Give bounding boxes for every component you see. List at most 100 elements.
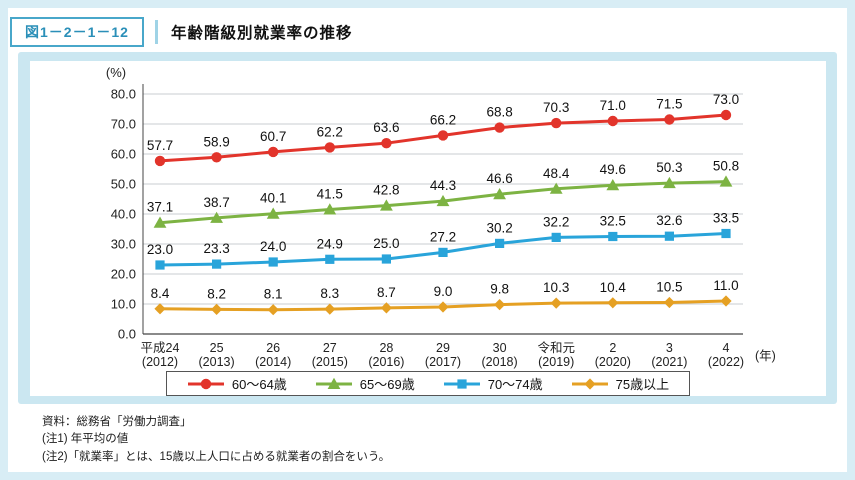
- data-value-label: 62.2: [317, 124, 343, 139]
- data-value-label: 40.1: [260, 191, 286, 206]
- x-axis-unit-label: (年): [755, 349, 776, 363]
- data-value-label: 9.0: [434, 284, 453, 299]
- data-point-circle: [551, 117, 562, 129]
- legend-item-70-74: 70～74歳: [443, 374, 543, 393]
- data-value-label: 70.3: [543, 100, 569, 115]
- x-tick-year-label: (2016): [368, 355, 404, 369]
- data-point-diamond: [584, 377, 596, 390]
- data-point-circle: [200, 378, 212, 389]
- data-point-diamond: [211, 303, 223, 315]
- page: 図1－2－1－12 年齢階級別就業率の推移 0.0 10.0 20.0 30.0 40.…: [8, 8, 847, 472]
- data-value-label: 25.0: [373, 236, 399, 251]
- note-1: (注1) 年平均の値: [42, 433, 129, 446]
- data-point-square: [721, 228, 731, 239]
- footer-notes: 資料：総務省「労働力調査」 (注1) 年平均の値 (注2)「就業率」とは、15歳…: [8, 404, 847, 466]
- data-value-label: 10.4: [600, 280, 627, 295]
- x-tick-year-label: (2021): [651, 355, 687, 369]
- data-point-diamond: [267, 304, 279, 316]
- x-tick-year-label: (2018): [482, 355, 518, 369]
- data-value-label: 10.5: [656, 280, 682, 295]
- data-value-label: 27.2: [430, 229, 456, 244]
- data-point-triangle: [549, 182, 563, 194]
- legend-marker-diamond-icon: [571, 377, 608, 390]
- x-tick-year-label: (2015): [312, 355, 348, 369]
- data-point-circle: [324, 142, 335, 153]
- data-point-diamond: [663, 296, 675, 309]
- figure-header: 図1－2－1－12 年齢階級別就業率の推移: [8, 8, 847, 50]
- y-tick-label: 40.0: [111, 207, 136, 222]
- data-point-diamond: [720, 295, 732, 307]
- x-tick-era-label: 26: [266, 341, 280, 355]
- legend-label: 60～64歳: [231, 377, 287, 392]
- chart-legend: 60～64歳 65～69歳 70～74歳 75歳以上: [165, 371, 691, 396]
- employment-rate-line-chart: 0.0 10.0 20.0 30.0 40.0 50.0 60.0 70.0 80.0 (%) 平成…: [106, 65, 776, 369]
- data-value-label: 66.2: [430, 112, 456, 127]
- data-point-diamond: [380, 302, 392, 314]
- data-point-diamond: [607, 297, 619, 309]
- data-value-label: 38.7: [203, 195, 229, 210]
- data-point-square: [608, 231, 618, 242]
- data-point-diamond: [437, 301, 449, 313]
- data-point-square: [551, 232, 561, 242]
- data-value-label: 49.6: [600, 162, 626, 177]
- x-tick-era-label: 平成24: [141, 341, 180, 355]
- data-point-square: [155, 260, 165, 270]
- y-axis-unit-label: (%): [106, 65, 126, 80]
- y-tick-label: 70.0: [111, 117, 136, 132]
- data-value-label: 23.0: [147, 242, 173, 257]
- x-tick-era-label: 30: [493, 341, 507, 355]
- legend-item-75-plus: 75歳以上: [571, 374, 669, 393]
- data-point-diamond: [154, 303, 166, 315]
- data-value-label: 50.3: [656, 160, 682, 175]
- data-point-square: [325, 254, 335, 264]
- data-point-circle: [607, 115, 618, 127]
- chart-card: 0.0 10.0 20.0 30.0 40.0 50.0 60.0 70.0 80.0 (%) 平成…: [30, 61, 826, 396]
- legend-label: 70～74歳: [487, 377, 543, 392]
- data-point-diamond: [324, 303, 336, 315]
- data-value-label: 8.4: [151, 286, 170, 301]
- data-point-circle: [381, 138, 392, 149]
- data-point-triangle: [719, 175, 733, 187]
- data-point-square: [664, 231, 674, 241]
- y-tick-label: 50.0: [111, 177, 136, 192]
- figure-panel: 0.0 10.0 20.0 30.0 40.0 50.0 60.0 70.0 80.0 (%) 平成…: [18, 52, 837, 404]
- data-value-label: 30.2: [486, 220, 512, 235]
- data-point-square: [381, 254, 391, 264]
- data-point-square: [457, 378, 467, 389]
- y-tick-label: 10.0: [111, 297, 136, 312]
- data-value-label: 50.8: [713, 159, 739, 174]
- data-point-triangle: [380, 199, 393, 211]
- data-value-label: 41.5: [317, 187, 343, 202]
- data-point-square: [268, 257, 278, 267]
- data-value-label: 32.2: [543, 214, 569, 229]
- legend-marker-circle-icon: [187, 378, 224, 389]
- data-value-label: 71.5: [656, 97, 682, 112]
- x-tick-era-label: 令和元: [537, 340, 575, 355]
- x-tick-year-label: (2022): [708, 355, 744, 369]
- data-point-triangle: [493, 188, 506, 200]
- legend-marker-triangle-icon: [315, 377, 352, 389]
- figure-number-badge: 図1－2－1－12: [10, 17, 144, 47]
- data-value-label: 32.5: [600, 214, 626, 229]
- data-value-label: 48.4: [543, 166, 570, 181]
- y-tick-label: 80.0: [111, 87, 136, 102]
- data-value-label: 10.3: [543, 280, 569, 295]
- x-tick-year-label: (2013): [199, 355, 235, 369]
- y-tick-label: 30.0: [111, 237, 136, 252]
- data-value-label: 63.6: [373, 120, 399, 135]
- x-tick-year-label: (2014): [255, 355, 291, 369]
- data-point-circle: [494, 122, 505, 133]
- legend-item-60-64: 60～64歳: [187, 374, 287, 393]
- data-point-circle: [720, 109, 732, 121]
- data-value-label: 73.0: [713, 92, 739, 107]
- data-point-circle: [664, 114, 675, 125]
- data-point-circle: [154, 155, 166, 167]
- legend-label: 65～69歳: [359, 377, 415, 392]
- data-point-square: [438, 247, 448, 257]
- data-value-label: 68.8: [486, 105, 512, 120]
- data-value-label: 8.1: [264, 287, 283, 302]
- x-tick-era-label: 28: [379, 341, 393, 355]
- data-point-circle: [211, 152, 222, 163]
- data-point-circle: [437, 130, 449, 141]
- header-divider: [154, 20, 158, 44]
